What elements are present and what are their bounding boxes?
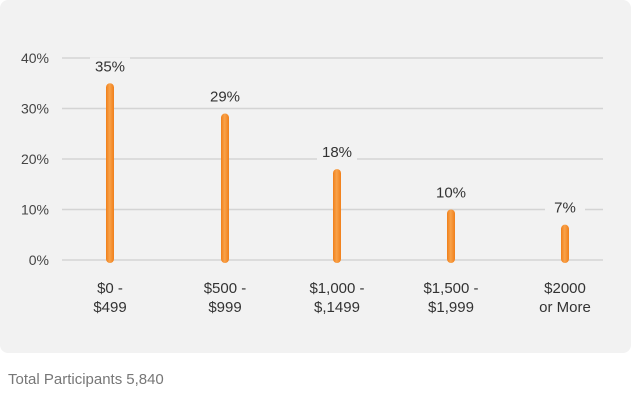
value-label: 29%: [210, 89, 240, 106]
value-label: 35%: [95, 58, 125, 75]
value-label: 7%: [554, 200, 576, 217]
category-label: $0 -: [97, 280, 123, 297]
value-label-bg: [205, 87, 245, 106]
bar: [221, 113, 229, 263]
y-tick-label: 30%: [21, 101, 49, 117]
category-label: $1,500 -: [423, 280, 478, 297]
bar: [447, 209, 455, 263]
total-participants-label: Total Participants: [8, 371, 123, 388]
y-tick-label: 40%: [21, 50, 49, 66]
category-label: $500 -: [204, 280, 247, 297]
total-participants: Total Participants 5,840: [8, 371, 168, 388]
bar-chart: 0% 10% 20% 30% 40% 35% $0 - $499 29% $500 - $999 18…: [21, 50, 603, 316]
bar: [333, 169, 341, 263]
category-label: $499: [93, 299, 126, 316]
bar: [561, 224, 569, 263]
value-label: 18%: [322, 144, 352, 161]
value-label-bg: [431, 183, 471, 202]
value-label: 10%: [436, 185, 466, 202]
bar: [106, 83, 114, 263]
category-label: $1,999: [428, 299, 474, 316]
y-tick-label: 10%: [21, 202, 49, 218]
value-label-bg: [317, 143, 357, 162]
value-label-bg: [545, 198, 585, 217]
value-label-bg: [90, 57, 130, 76]
category-label: $1,000 -: [309, 280, 364, 297]
y-tick-label: 0%: [29, 252, 49, 268]
chart-card: 0% 10% 20% 30% 40% 35% $0 - $499 29% $500 - $999 18…: [0, 0, 631, 353]
total-participants-count: 5,840: [126, 371, 164, 388]
category-label: $2000: [544, 280, 586, 297]
category-label: $,1499: [314, 299, 360, 316]
y-tick-label: 20%: [21, 151, 49, 167]
category-label: $999: [208, 299, 241, 316]
category-label: or More: [539, 299, 591, 316]
